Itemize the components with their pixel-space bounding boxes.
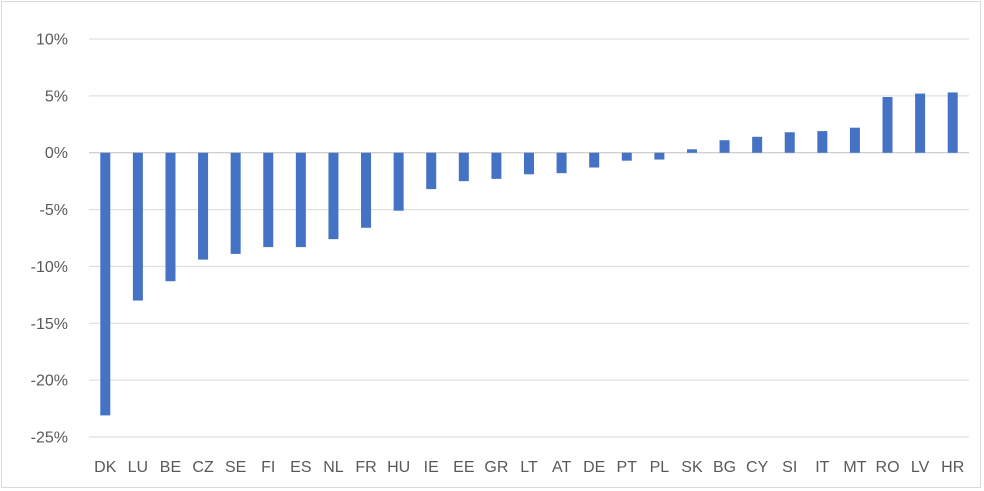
x-tick-label-be: BE [160,459,181,476]
bar-mt [849,127,860,153]
x-tick-label-dk: DK [94,459,117,476]
bar-at [556,152,567,174]
bar-bg [719,140,730,153]
x-tick-label-hr: HR [941,459,964,476]
x-tick-label-ro: RO [876,459,900,476]
x-axis-labels: DK LU BE CZ SE FI ES NL FR HU IE EE GR LT AT DE PT PL SK BG… [94,459,964,476]
x-tick-label-nl: NL [323,459,344,476]
bar-gr [491,152,502,179]
bar-ee [458,152,469,182]
bar-hr [947,92,958,153]
x-tick-label-ee: EE [453,459,474,476]
y-tick-label: -5% [40,202,68,219]
bar-fr [361,152,372,228]
bar-lu [132,152,143,301]
bar-hu [393,152,404,211]
bar-fi [263,152,274,248]
y-tick-label: 10% [36,32,68,49]
x-tick-label-fr: FR [355,459,376,476]
bar-cz [198,152,209,260]
gridlines [89,38,969,438]
x-tick-label-it: IT [815,459,829,476]
y-tick-label: 0% [45,145,68,162]
x-tick-label-si: SI [782,459,797,476]
y-tick-label: -15% [31,316,68,333]
bar-lv [915,93,926,153]
x-tick-label-pl: PL [650,459,670,476]
x-tick-label-cy: CY [746,459,769,476]
bar-nl [328,152,339,240]
x-tick-label-ie: IE [424,459,439,476]
x-tick-label-hu: HU [387,459,410,476]
x-tick-label-lu: LU [128,459,148,476]
x-tick-label-sk: SK [681,459,703,476]
y-tick-label: 5% [45,88,68,105]
x-tick-label-bg: BG [713,459,736,476]
bar-it [817,131,828,153]
bar-es [295,152,306,248]
y-axis-labels: 10% 5% 0% -5% -10% -15% -20% -25% [31,32,68,447]
x-tick-label-lv: LV [911,459,930,476]
bar-sk [686,149,697,153]
x-tick-label-es: ES [290,459,311,476]
x-tick-label-at: AT [552,459,571,476]
x-tick-label-fi: FI [261,459,275,476]
bar-be [165,152,176,282]
bar-de [589,152,600,168]
bar-lt [524,152,534,175]
y-tick-label: -20% [31,373,68,390]
x-tick-label-pt: PT [617,459,638,476]
x-tick-label-lt: LT [520,459,538,476]
bar-ie [426,152,437,190]
y-tick-label: -25% [31,430,68,447]
bar-se [230,152,241,254]
x-tick-label-cz: CZ [192,459,214,476]
bar-cy [752,136,763,153]
bar-dk [100,152,111,416]
x-tick-label-se: SE [225,459,246,476]
bar-si [784,132,795,153]
x-tick-label-de: DE [583,459,605,476]
bar-pt [621,152,632,161]
bars [100,92,958,416]
y-tick-label: -10% [31,259,68,276]
bar-pl [654,152,665,160]
x-tick-label-gr: GR [484,459,508,476]
bar-ro [882,96,893,153]
x-tick-label-mt: MT [843,459,866,476]
